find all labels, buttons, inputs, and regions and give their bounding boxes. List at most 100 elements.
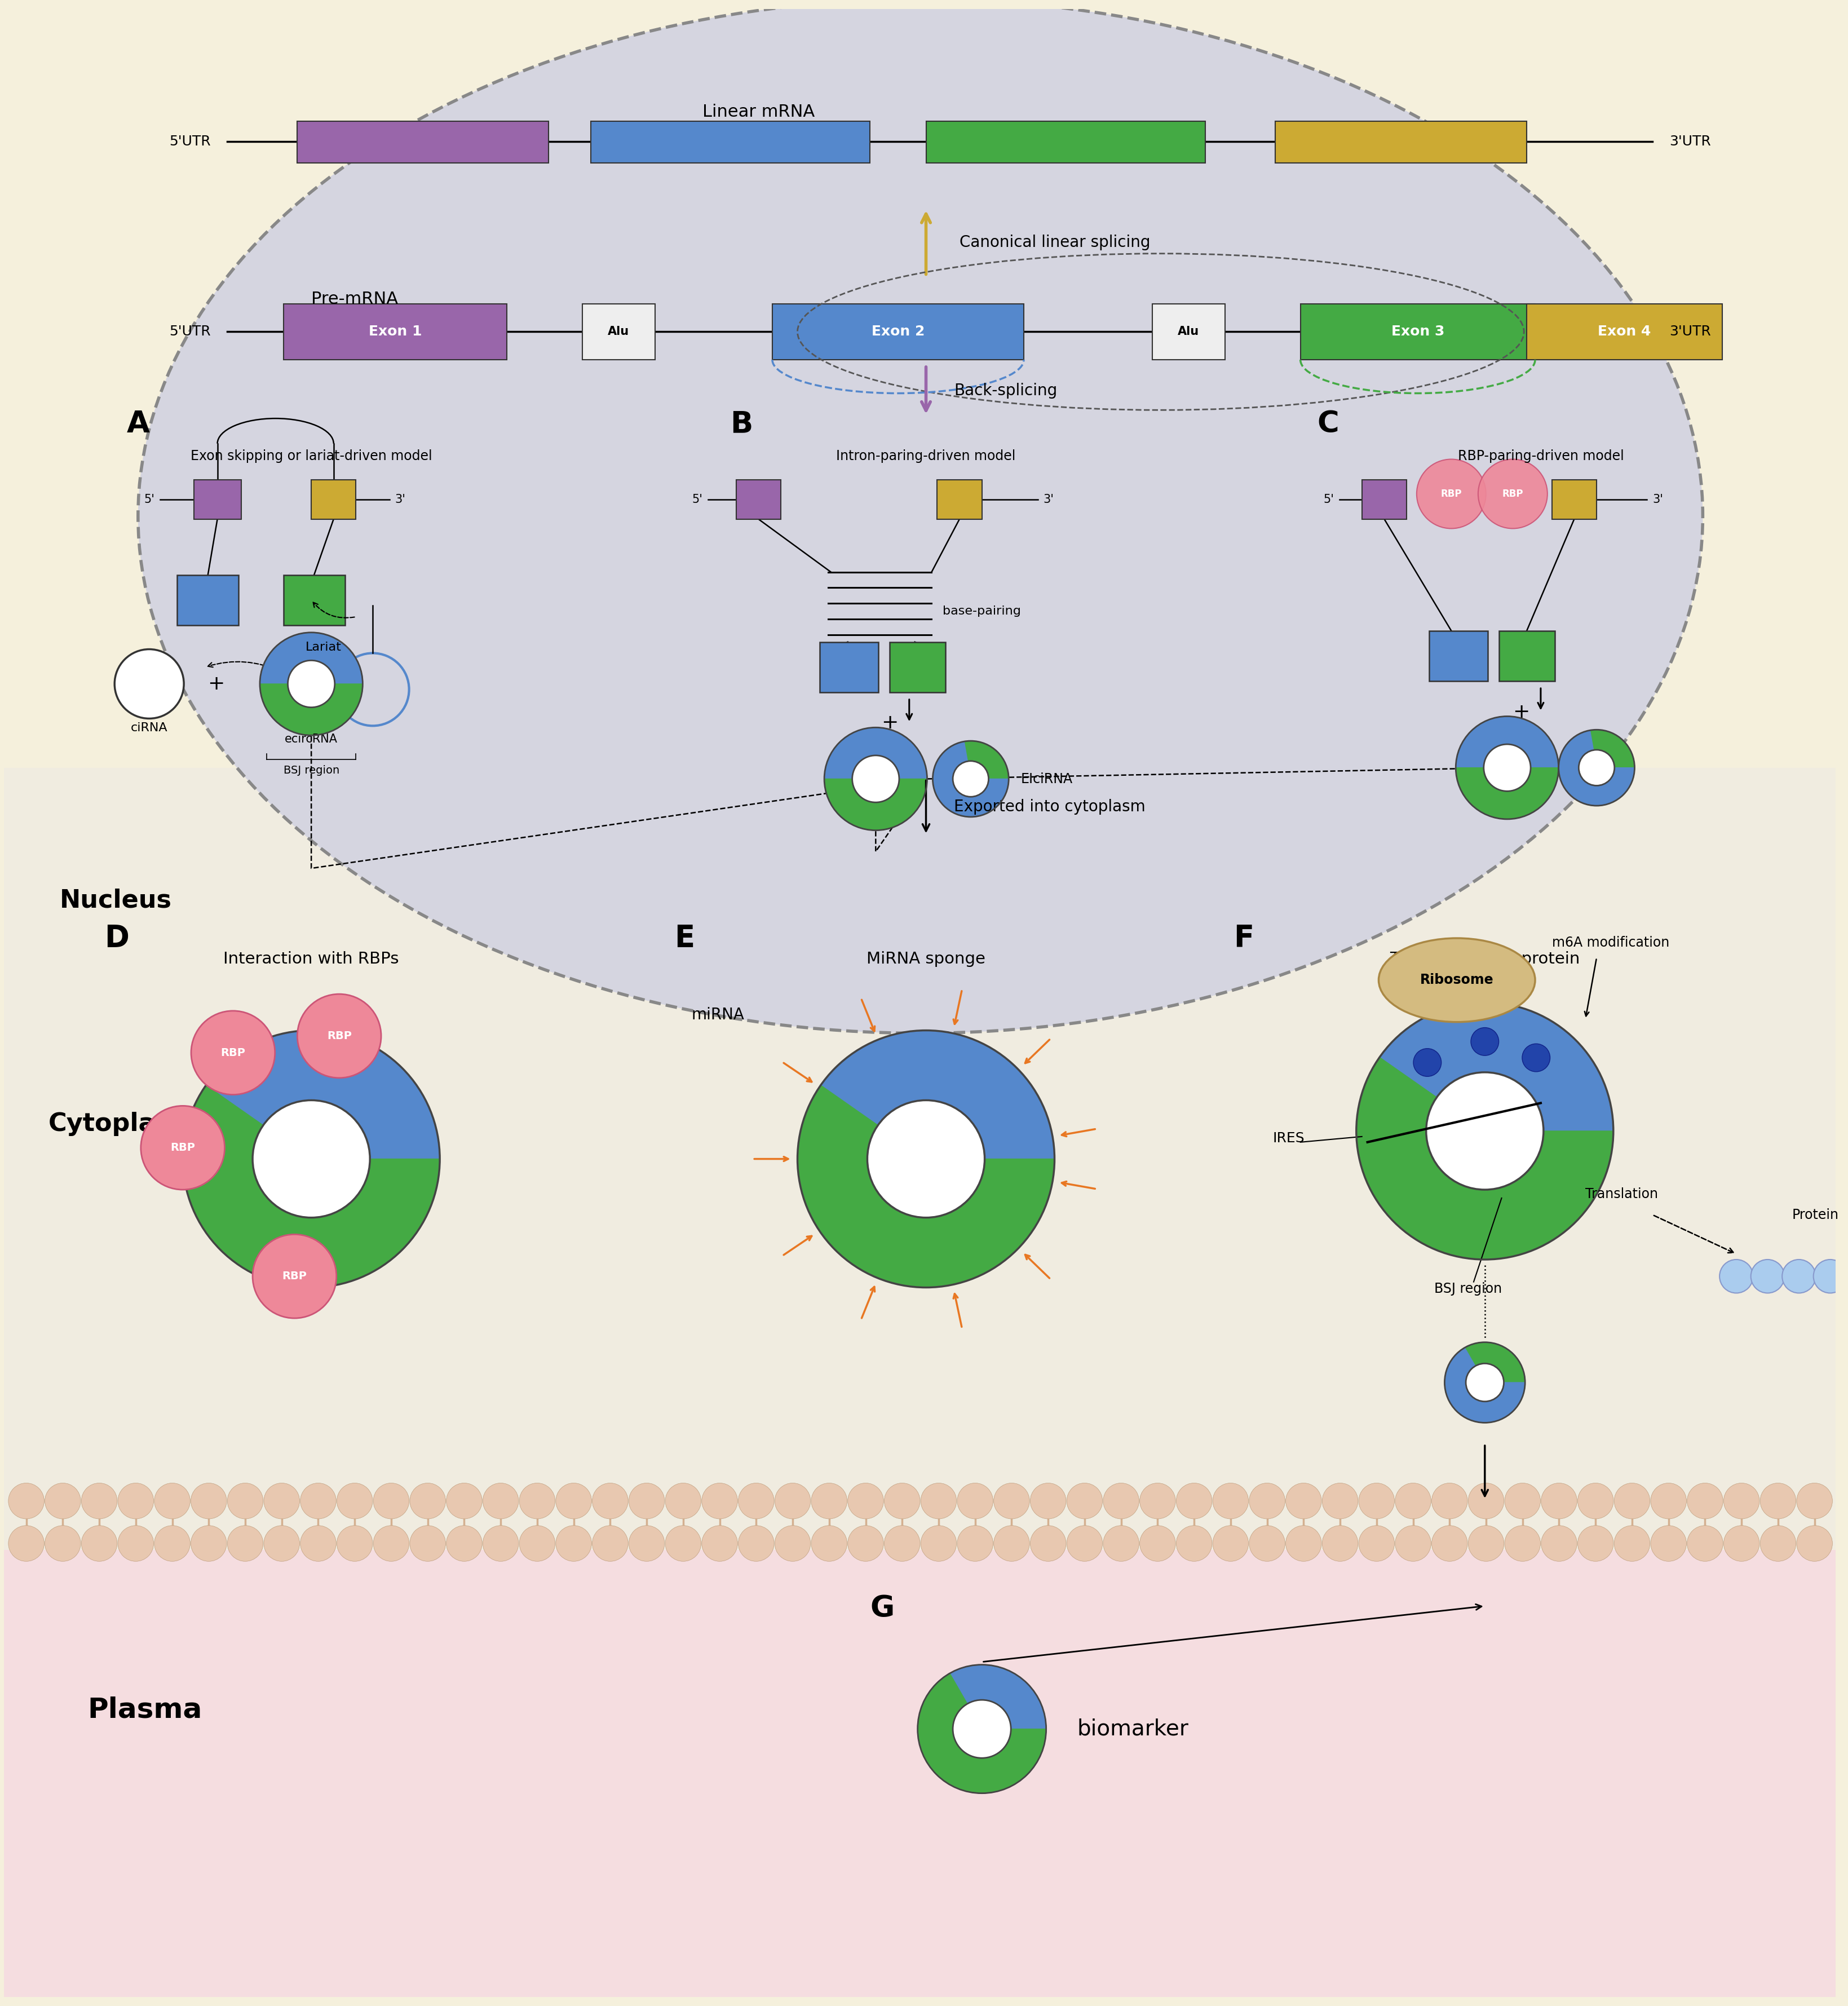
Text: 3': 3' <box>1652 493 1663 506</box>
Bar <box>1362 479 1406 520</box>
Circle shape <box>556 1482 591 1519</box>
Circle shape <box>774 1482 811 1519</box>
Circle shape <box>1029 1525 1066 1561</box>
Polygon shape <box>1456 716 1558 768</box>
FancyArrowPatch shape <box>207 662 283 672</box>
Circle shape <box>1724 1525 1759 1561</box>
Bar <box>1275 120 1526 162</box>
Polygon shape <box>824 778 928 830</box>
Circle shape <box>1719 1260 1754 1294</box>
Circle shape <box>739 1482 774 1519</box>
Text: Exon 4: Exon 4 <box>1599 325 1650 339</box>
Circle shape <box>81 1482 116 1519</box>
Text: Exon 1: Exon 1 <box>368 325 421 339</box>
Text: Translation into protein: Translation into protein <box>1390 951 1580 967</box>
Circle shape <box>1844 1260 1848 1294</box>
Bar <box>283 303 506 359</box>
Text: Exon 2: Exon 2 <box>872 325 924 339</box>
Circle shape <box>1175 1482 1212 1519</box>
Circle shape <box>336 1482 373 1519</box>
Text: RBP: RBP <box>170 1141 196 1153</box>
Polygon shape <box>261 684 362 736</box>
FancyArrowPatch shape <box>861 999 874 1031</box>
Bar <box>177 576 238 626</box>
Circle shape <box>9 1525 44 1561</box>
Circle shape <box>702 1525 737 1561</box>
Text: +: + <box>207 674 225 694</box>
Circle shape <box>1066 1482 1103 1519</box>
Circle shape <box>1175 1525 1212 1561</box>
Text: E: E <box>675 923 695 953</box>
Circle shape <box>1781 1260 1815 1294</box>
Circle shape <box>1650 1482 1687 1519</box>
Circle shape <box>1465 1364 1504 1402</box>
Bar <box>298 120 549 162</box>
FancyArrowPatch shape <box>861 1286 874 1318</box>
Circle shape <box>1504 1525 1541 1561</box>
Text: G: G <box>870 1595 894 1623</box>
Circle shape <box>190 1011 275 1095</box>
FancyArrowPatch shape <box>1063 1182 1096 1190</box>
Text: Canonical linear splicing: Canonical linear splicing <box>959 235 1149 251</box>
Circle shape <box>9 1482 44 1519</box>
Circle shape <box>954 1699 1011 1757</box>
Circle shape <box>140 1105 225 1190</box>
Text: Alu: Alu <box>1177 327 1199 337</box>
Polygon shape <box>1456 768 1558 818</box>
Circle shape <box>1578 750 1615 786</box>
Polygon shape <box>1445 1348 1525 1422</box>
Circle shape <box>1249 1482 1284 1519</box>
Text: ecircRNA: ecircRNA <box>285 734 338 744</box>
Bar <box>591 120 870 162</box>
Bar <box>926 120 1205 162</box>
Bar <box>1552 479 1597 520</box>
Circle shape <box>593 1525 628 1561</box>
Circle shape <box>1687 1482 1722 1519</box>
FancyArrowPatch shape <box>954 991 961 1023</box>
Circle shape <box>264 1525 299 1561</box>
Circle shape <box>1750 1260 1785 1294</box>
Text: C: C <box>1318 409 1340 439</box>
Circle shape <box>1759 1482 1796 1519</box>
Circle shape <box>190 1482 227 1519</box>
Circle shape <box>1650 1525 1687 1561</box>
Bar <box>772 303 1024 359</box>
Circle shape <box>1523 1043 1550 1071</box>
Text: m6A modification: m6A modification <box>1552 937 1669 949</box>
Circle shape <box>556 1525 591 1561</box>
Circle shape <box>811 1482 846 1519</box>
Circle shape <box>482 1525 519 1561</box>
Bar <box>310 479 357 520</box>
Text: +: + <box>881 714 898 732</box>
Circle shape <box>1796 1482 1833 1519</box>
Polygon shape <box>950 1665 1046 1729</box>
FancyArrowPatch shape <box>1026 1254 1050 1278</box>
FancyArrowPatch shape <box>1654 1216 1733 1254</box>
Circle shape <box>336 1525 373 1561</box>
Circle shape <box>190 1525 227 1561</box>
Bar <box>736 479 780 520</box>
Text: MiRNA sponge: MiRNA sponge <box>867 951 985 967</box>
Circle shape <box>301 1482 336 1519</box>
Polygon shape <box>824 728 928 778</box>
Text: 5'UTR: 5'UTR <box>170 325 211 339</box>
Circle shape <box>665 1525 700 1561</box>
Circle shape <box>1471 1027 1499 1055</box>
Text: 3': 3' <box>1044 493 1053 506</box>
Circle shape <box>994 1482 1029 1519</box>
Circle shape <box>811 1525 846 1561</box>
Circle shape <box>1427 1073 1543 1190</box>
Circle shape <box>1467 1482 1504 1519</box>
Bar <box>889 642 946 692</box>
Text: Alu: Alu <box>608 327 630 337</box>
Circle shape <box>1467 1525 1504 1561</box>
Polygon shape <box>205 1031 440 1159</box>
Circle shape <box>739 1525 774 1561</box>
Circle shape <box>1321 1525 1358 1561</box>
Polygon shape <box>918 1673 1046 1793</box>
Text: Exon skipping or lariat-driven model: Exon skipping or lariat-driven model <box>190 449 432 463</box>
Circle shape <box>155 1482 190 1519</box>
Text: miRNA: miRNA <box>691 1007 745 1023</box>
Text: +: + <box>1512 702 1530 722</box>
Polygon shape <box>1465 1342 1525 1382</box>
